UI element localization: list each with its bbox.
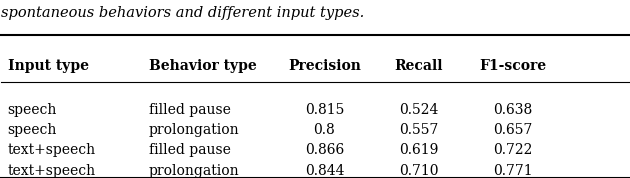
Text: 0.722: 0.722	[493, 143, 532, 157]
Text: 0.866: 0.866	[305, 143, 344, 157]
Text: spontaneous behaviors and different input types.: spontaneous behaviors and different inpu…	[1, 6, 365, 20]
Text: Recall: Recall	[394, 59, 443, 73]
Text: 0.815: 0.815	[305, 103, 344, 117]
Text: 0.557: 0.557	[399, 123, 438, 137]
Text: 0.524: 0.524	[399, 103, 438, 117]
Text: Behavior type: Behavior type	[149, 59, 256, 73]
Text: 0.710: 0.710	[399, 164, 438, 177]
Text: 0.8: 0.8	[314, 123, 335, 137]
Text: prolongation: prolongation	[149, 164, 239, 177]
Text: prolongation: prolongation	[149, 123, 239, 137]
Text: 0.657: 0.657	[493, 123, 532, 137]
Text: text+speech: text+speech	[8, 164, 96, 177]
Text: Precision: Precision	[288, 59, 361, 73]
Text: text+speech: text+speech	[8, 143, 96, 157]
Text: 0.638: 0.638	[493, 103, 532, 117]
Text: filled pause: filled pause	[149, 103, 231, 117]
Text: F1-score: F1-score	[479, 59, 546, 73]
Text: 0.844: 0.844	[305, 164, 344, 177]
Text: 0.771: 0.771	[493, 164, 532, 177]
Text: speech: speech	[8, 103, 57, 117]
Text: Input type: Input type	[8, 59, 89, 73]
Text: speech: speech	[8, 123, 57, 137]
Text: filled pause: filled pause	[149, 143, 231, 157]
Text: 0.619: 0.619	[399, 143, 438, 157]
